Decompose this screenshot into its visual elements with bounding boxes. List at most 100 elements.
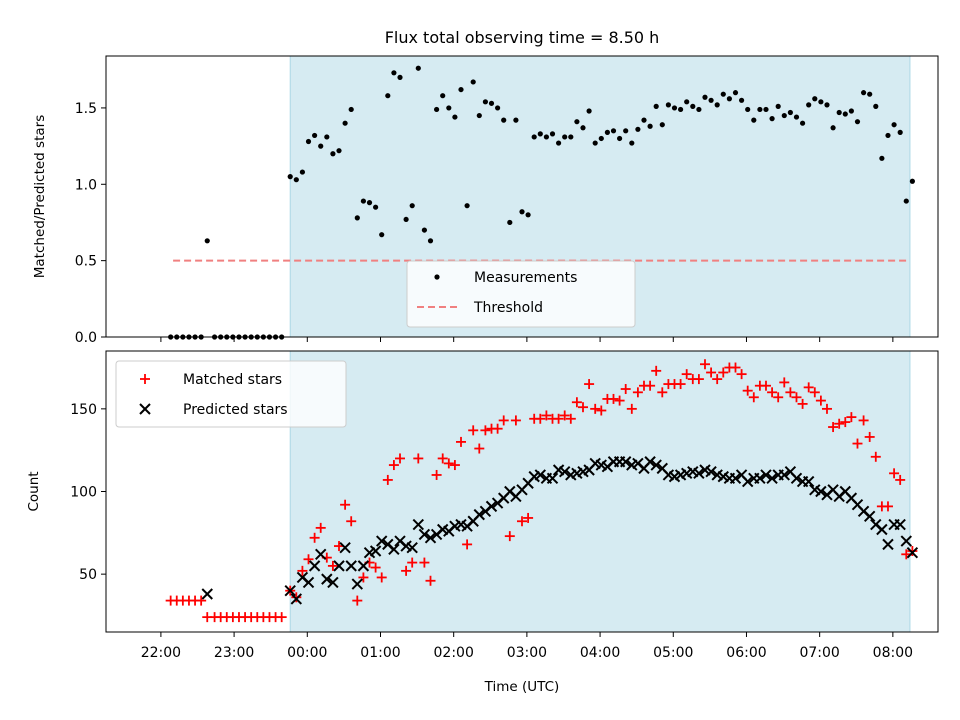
marker-stroke <box>327 576 339 589</box>
predicted-star-point <box>900 535 912 547</box>
measurement-point <box>610 128 617 134</box>
predicted-star-point <box>412 518 425 531</box>
matched-star-point <box>651 365 662 376</box>
measurement-point <box>885 132 891 139</box>
predicted-star-point <box>815 485 827 498</box>
matched-star-point <box>449 460 460 471</box>
predicted-star-point <box>760 469 772 481</box>
matched-star-point <box>712 374 723 385</box>
measurement-point <box>799 120 806 126</box>
count-panel: 50 100 150 22:00 23:00 00:00 01:00 02:00 03:00 0… <box>26 350 939 695</box>
measurement-point <box>641 117 647 123</box>
marker-stroke <box>351 578 364 590</box>
predicted-star-point <box>802 475 815 488</box>
measurement-point <box>482 99 489 105</box>
marker-stroke <box>290 593 303 605</box>
matched-star-point <box>535 413 546 424</box>
predicted-star-point <box>284 584 296 597</box>
marker-stroke <box>851 499 864 511</box>
measurement-point <box>452 114 458 120</box>
measurement-point <box>531 134 537 140</box>
matched-star-point <box>297 565 308 576</box>
measurement-point <box>848 108 854 114</box>
measurement-point <box>806 102 812 108</box>
measurement-point <box>312 132 318 139</box>
measurement-point <box>775 103 781 109</box>
measurement-point <box>562 134 568 140</box>
matched-star-point <box>895 474 906 485</box>
matched-star-point <box>425 575 436 586</box>
marker-stroke <box>882 538 894 551</box>
measurement-point <box>305 138 312 145</box>
x-tick-label: 03:00 <box>507 645 547 661</box>
measurement-point <box>842 111 848 117</box>
matched-star-point <box>675 379 686 390</box>
x-tick-label: 04:00 <box>580 645 620 661</box>
matched-star-point <box>797 398 808 409</box>
legend-predicted-marker <box>139 403 151 415</box>
legend-label: Predicted stars <box>183 402 288 418</box>
measurement-points <box>168 65 915 340</box>
measurement-point <box>659 122 665 128</box>
matched-star-point <box>693 374 704 385</box>
predicted-star-point <box>894 518 906 531</box>
predicted-star-point <box>790 472 803 484</box>
matched-star-point <box>596 405 607 416</box>
measurement-point <box>702 94 708 100</box>
marker-stroke <box>412 518 425 531</box>
marker-stroke <box>827 484 839 496</box>
measurement-point <box>446 105 452 111</box>
measurement-point <box>348 106 354 113</box>
measurement-point <box>403 216 409 223</box>
ratio-y-ticks: 0.0 0.5 1.0 1.5 <box>75 101 106 346</box>
marker-stroke <box>766 472 778 484</box>
matched-star-point <box>882 501 893 512</box>
predicted-star-point <box>424 532 437 544</box>
marker-stroke <box>760 469 772 481</box>
matched-star-point <box>815 395 826 406</box>
marker-stroke <box>595 459 608 471</box>
marker-stroke <box>473 508 486 521</box>
predicted-star-point <box>302 576 315 589</box>
predicted-star-point <box>876 523 888 536</box>
measurement-point <box>458 86 464 93</box>
matched-star-point <box>626 403 637 414</box>
marker-stroke <box>546 472 559 484</box>
matched-star-point <box>828 422 839 433</box>
matched-stars-points <box>165 359 918 623</box>
measurement-point <box>897 129 903 135</box>
measurement-point <box>738 97 745 103</box>
marker-stroke <box>534 469 547 481</box>
marker-stroke <box>632 457 644 470</box>
marker-stroke <box>436 523 449 536</box>
matched-star-point <box>681 369 692 380</box>
marker-stroke <box>394 535 406 547</box>
measurement-point <box>623 128 629 134</box>
marker-stroke <box>778 469 790 481</box>
x-tick-label: 22:00 <box>141 645 181 661</box>
matched-star-point <box>504 531 515 542</box>
matched-star-point <box>340 499 351 510</box>
matched-star-point <box>803 382 814 393</box>
marker-stroke <box>302 576 315 589</box>
matched-star-point <box>443 458 454 469</box>
measurement-point <box>812 96 818 102</box>
marker-stroke <box>693 467 705 480</box>
predicted-star-point <box>546 472 559 484</box>
measurement-point <box>580 125 586 131</box>
predicted-star-point <box>741 475 754 488</box>
marker-stroke <box>729 472 742 484</box>
y-tick-label: 0.5 <box>75 254 97 270</box>
marker-stroke <box>589 457 601 470</box>
matched-star-point <box>474 443 485 454</box>
marker-stroke <box>201 588 213 600</box>
marker-stroke <box>662 469 675 481</box>
measurement-point <box>507 219 513 226</box>
measurement-point <box>745 106 751 113</box>
marker-stroke <box>735 469 748 481</box>
marker-stroke <box>717 470 729 483</box>
measurement-point <box>537 131 543 137</box>
matched-star-point <box>767 387 778 398</box>
matched-star-point <box>419 557 430 568</box>
matched-star-point <box>492 423 503 434</box>
